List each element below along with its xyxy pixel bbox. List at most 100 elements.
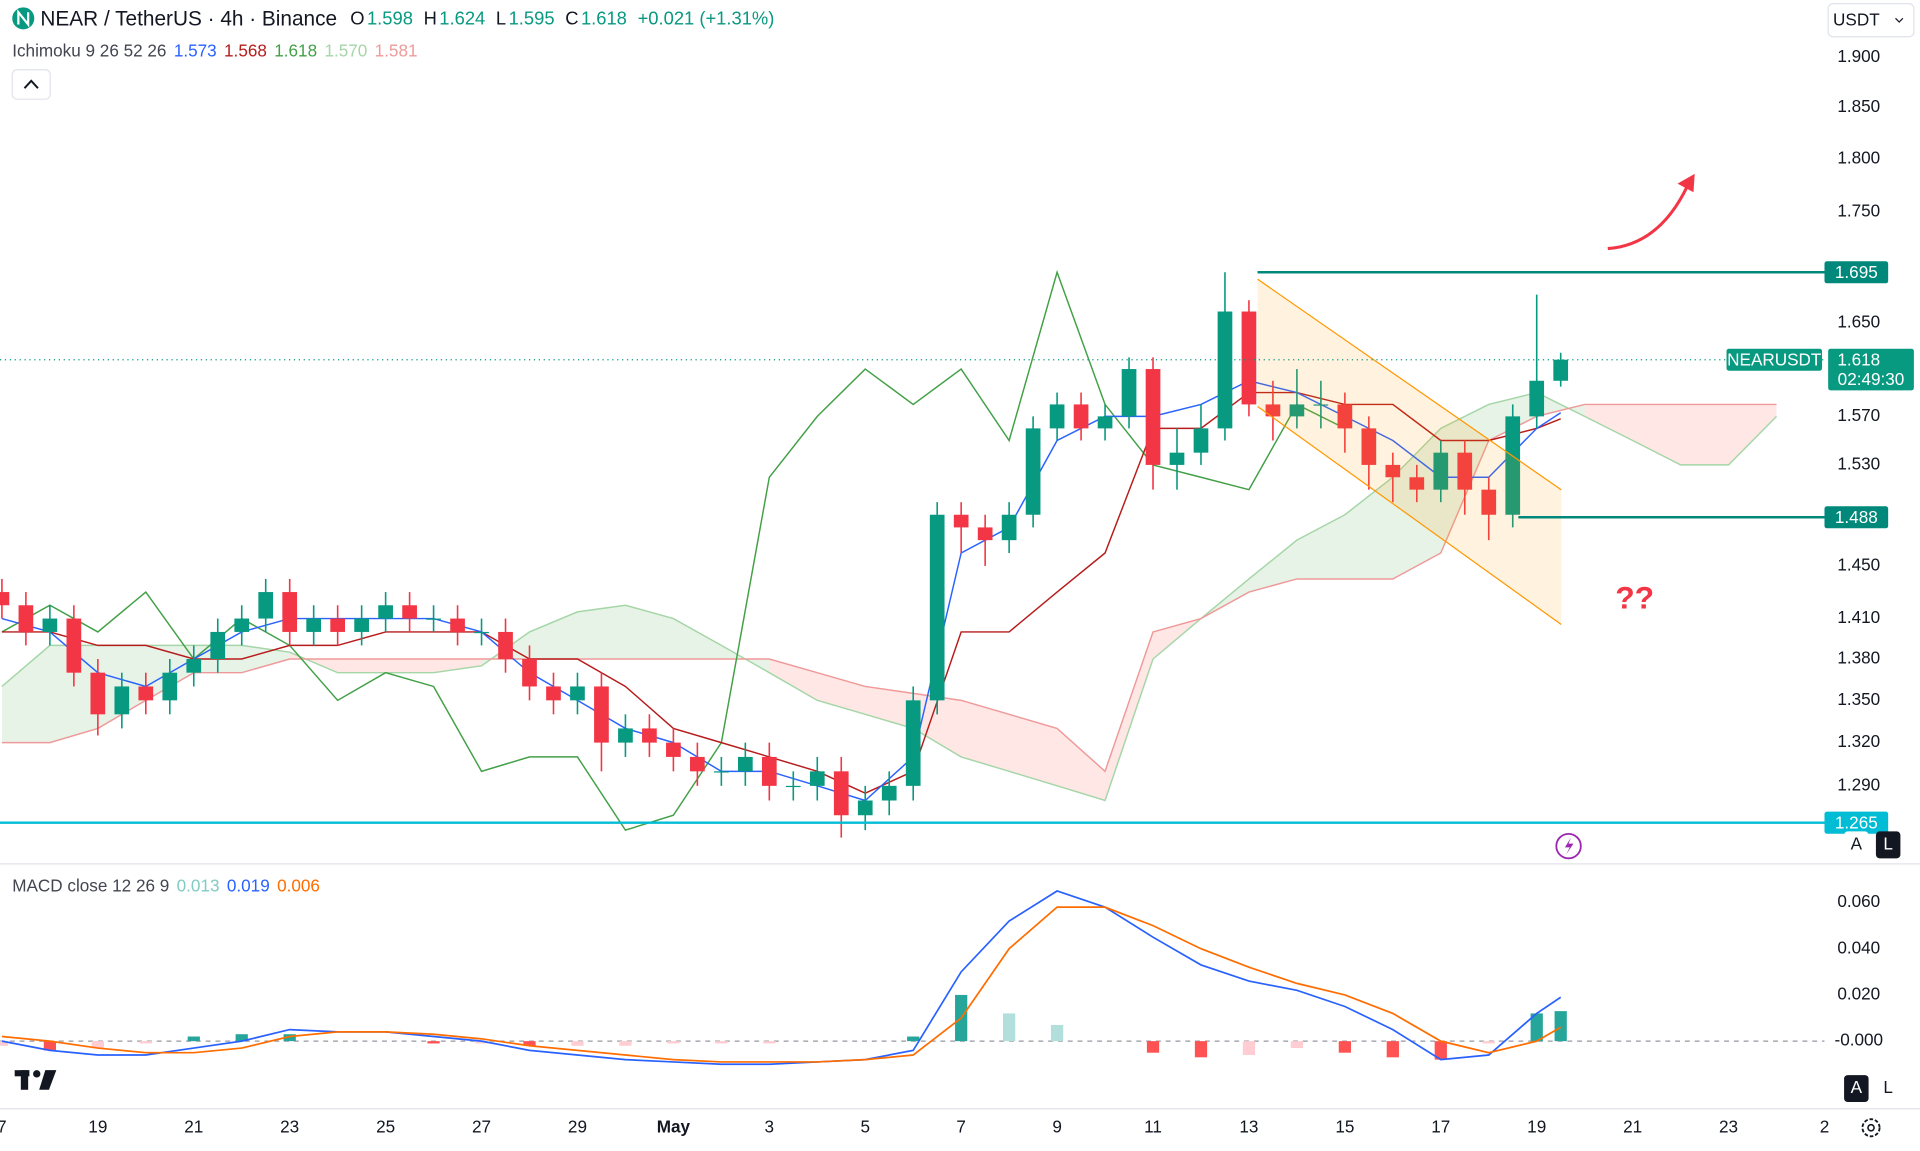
y-tick-label: 1.650 [1837, 311, 1880, 331]
y-tick-label: 0.020 [1837, 983, 1880, 1003]
macd-line [1, 890, 1562, 1066]
line [1, 269, 1346, 831]
cloud-segment [1, 645, 50, 743]
histogram-bar [571, 1041, 584, 1046]
cloud-segment [385, 659, 434, 673]
question-mark: ?? [1615, 579, 1654, 615]
channel-line [1257, 278, 1562, 491]
candle-body [522, 659, 537, 687]
x-tick-label: 13 [1239, 1116, 1258, 1136]
candle-body [1457, 452, 1473, 490]
x-tick-label: 29 [568, 1116, 587, 1136]
candle-body [1025, 428, 1041, 515]
symbol-label-box [1726, 348, 1823, 371]
x-tick-label: 7 [0, 1116, 7, 1136]
collapse-button[interactable] [11, 69, 51, 100]
candle-body [857, 800, 873, 816]
candle-body [1553, 359, 1569, 381]
scale-button[interactable] [1844, 831, 1869, 859]
y-tick-label: 1.350 [1837, 689, 1880, 709]
y-tick-label: 1.450 [1837, 554, 1880, 574]
candle-body [330, 618, 346, 632]
histogram-bar [139, 1041, 152, 1044]
symbol-logo-mark [17, 9, 30, 28]
candle-body [1049, 404, 1065, 429]
histogram-bar [715, 1041, 728, 1044]
candle-body [1001, 514, 1017, 541]
legend-value: 1.581 [375, 40, 418, 60]
level-label: 1.695 [1835, 262, 1878, 282]
level-label: 1.488 [1835, 507, 1878, 527]
macd-legend: MACD close 12 26 9 0.013 0.019 0.006 [12, 875, 320, 895]
candle-body [450, 618, 465, 632]
candle-body [186, 659, 202, 673]
alert-icon[interactable] [1555, 832, 1582, 860]
candle-body [1169, 452, 1185, 465]
change: +0.021 (+1.31%) [638, 7, 775, 28]
cloud-segment [865, 686, 914, 729]
candle-body [498, 631, 513, 660]
histogram-bar [667, 1041, 680, 1044]
candle-body [114, 686, 130, 715]
histogram-bar [1554, 1011, 1567, 1042]
x-tick-label: 11 [1144, 1116, 1162, 1136]
settings-icon[interactable] [1861, 1118, 1881, 1138]
x-tick-label: 23 [1719, 1116, 1738, 1136]
ohlc-key: O [350, 7, 364, 28]
candle-body [833, 771, 849, 816]
candle-body [354, 618, 369, 632]
candle-body [1097, 416, 1113, 429]
candle-body [42, 618, 58, 632]
channel-line [1257, 406, 1562, 625]
cloud-segment [1296, 514, 1345, 579]
x-tick-label: 19 [1527, 1116, 1546, 1136]
candle-body [618, 728, 633, 743]
scale-button-label: L [1883, 1077, 1893, 1097]
cloud-segment [577, 605, 626, 660]
cloud-segment [1009, 714, 1058, 786]
macd-line [1, 906, 1562, 1063]
candle-body [1481, 489, 1497, 515]
histogram-bar [1434, 1041, 1447, 1060]
x-tick-label: 9 [1052, 1116, 1062, 1136]
cloud-segment [1057, 728, 1106, 801]
x-tick-label: 2 [1820, 1116, 1830, 1136]
currency-button[interactable] [1827, 3, 1915, 38]
x-tick-label: May [657, 1116, 691, 1136]
ohlc-key: H [424, 7, 437, 28]
candle-body [282, 592, 298, 632]
cloud-segment [337, 659, 386, 673]
candle-body [929, 514, 945, 701]
logo-part [20, 1070, 29, 1090]
scale-button[interactable] [1875, 831, 1901, 859]
ohlc-value: 1.595 [509, 7, 555, 28]
candle-body [426, 618, 441, 620]
x-tick-label: 21 [184, 1116, 203, 1136]
candle-body [1217, 311, 1233, 429]
histogram-bar [0, 1041, 9, 1046]
candle-body [66, 618, 82, 673]
cloud-segment [913, 693, 962, 757]
histogram-bar [1003, 1013, 1016, 1042]
symbol-title: NEAR / TetherUS · 4h · Binance [40, 7, 337, 30]
x-tick-label: 7 [956, 1116, 966, 1136]
y-tick-label: 1.800 [1837, 148, 1880, 168]
candle-body [1313, 404, 1329, 406]
legend-value: 0.006 [277, 875, 320, 895]
histogram-bar [1386, 1041, 1399, 1058]
candle-body [1361, 428, 1377, 465]
logo-part [33, 1070, 41, 1078]
scale-button[interactable] [1875, 1075, 1901, 1103]
candle-body [1265, 404, 1281, 417]
x-tick-label: 25 [376, 1116, 395, 1136]
candle-body [1121, 369, 1137, 417]
collapse-icon [23, 79, 39, 89]
price-label-box [1828, 348, 1914, 391]
candle-body [162, 672, 178, 701]
histogram-bar [1146, 1041, 1160, 1053]
histogram-bar [91, 1041, 104, 1049]
candle-body [977, 527, 993, 541]
scale-button[interactable] [1844, 1075, 1869, 1103]
